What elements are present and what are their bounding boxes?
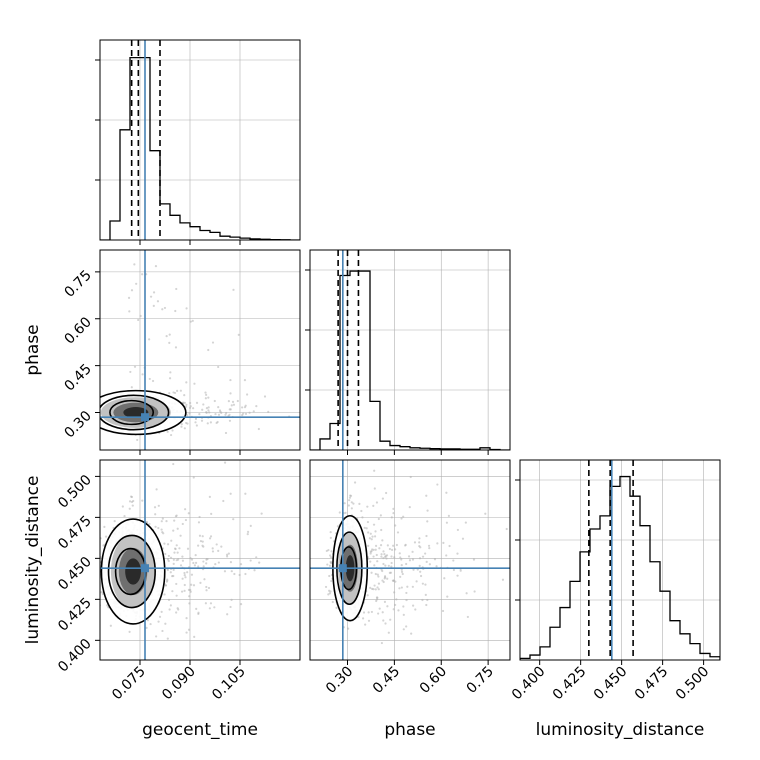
histogram-luminosity_distance xyxy=(520,460,720,660)
histogram-phase xyxy=(310,250,510,450)
panel-frame-2-1 xyxy=(309,459,511,661)
x-tick-label: 0.090 xyxy=(159,664,199,704)
x-axis-label-geocent_time: geocent_time xyxy=(142,720,258,740)
grid-0-0 xyxy=(100,40,300,240)
y-tick-label: 0.60 xyxy=(61,314,94,347)
scatter-phase-luminosity_distance xyxy=(310,460,510,660)
panel-frame-1-1 xyxy=(309,249,511,451)
contour-line xyxy=(100,518,166,625)
x-axis-label-luminosity_distance: luminosity_distance xyxy=(536,720,705,740)
scatter-geocent_time-luminosity_distance xyxy=(100,460,300,660)
x-tick-label: 0.075 xyxy=(109,664,149,704)
y-tick-label: 0.500 xyxy=(55,472,95,512)
contour-line xyxy=(107,534,156,609)
truth-marker xyxy=(141,564,149,573)
y-tick-label: 0.400 xyxy=(55,636,95,676)
grid-2-2 xyxy=(520,460,720,660)
x-tick-label: 0.105 xyxy=(209,664,249,704)
y-tick-label: 0.450 xyxy=(55,554,95,594)
panel-frame-1-0 xyxy=(99,249,301,451)
y-axis-label-luminosity_distance: luminosity_distance xyxy=(23,476,43,645)
y-tick-label: 0.475 xyxy=(55,513,95,553)
x-axis-label-phase: phase xyxy=(384,720,435,740)
x-tick-label: 0.75 xyxy=(464,664,497,697)
y-tick-label: 0.45 xyxy=(61,361,94,394)
panel-frame-2-2 xyxy=(519,459,721,661)
y-tick-label: 0.425 xyxy=(55,595,95,635)
x-tick-label: 0.400 xyxy=(509,664,549,704)
contour-line xyxy=(100,389,187,436)
y-tick-label: 0.75 xyxy=(61,267,94,300)
y-tick-label: 0.30 xyxy=(61,408,94,441)
histogram-geocent_time xyxy=(100,40,300,240)
y-axis-label-phase: phase xyxy=(23,324,43,375)
panel-frame-2-0 xyxy=(99,459,301,661)
x-tick-label: 0.45 xyxy=(370,664,403,697)
panel-frame-0-0 xyxy=(99,39,301,241)
truth-marker xyxy=(338,564,347,573)
x-tick-label: 0.500 xyxy=(673,664,713,704)
x-tick-label: 0.450 xyxy=(591,664,631,704)
contour-line xyxy=(100,394,170,431)
x-tick-label: 0.425 xyxy=(550,664,590,704)
x-tick-label: 0.60 xyxy=(417,664,450,697)
x-tick-label: 0.475 xyxy=(632,664,672,704)
scatter-geocent_time-phase xyxy=(100,250,300,450)
x-tick-label: 0.30 xyxy=(323,664,356,697)
truth-marker xyxy=(141,413,149,422)
contour-line xyxy=(109,399,155,426)
